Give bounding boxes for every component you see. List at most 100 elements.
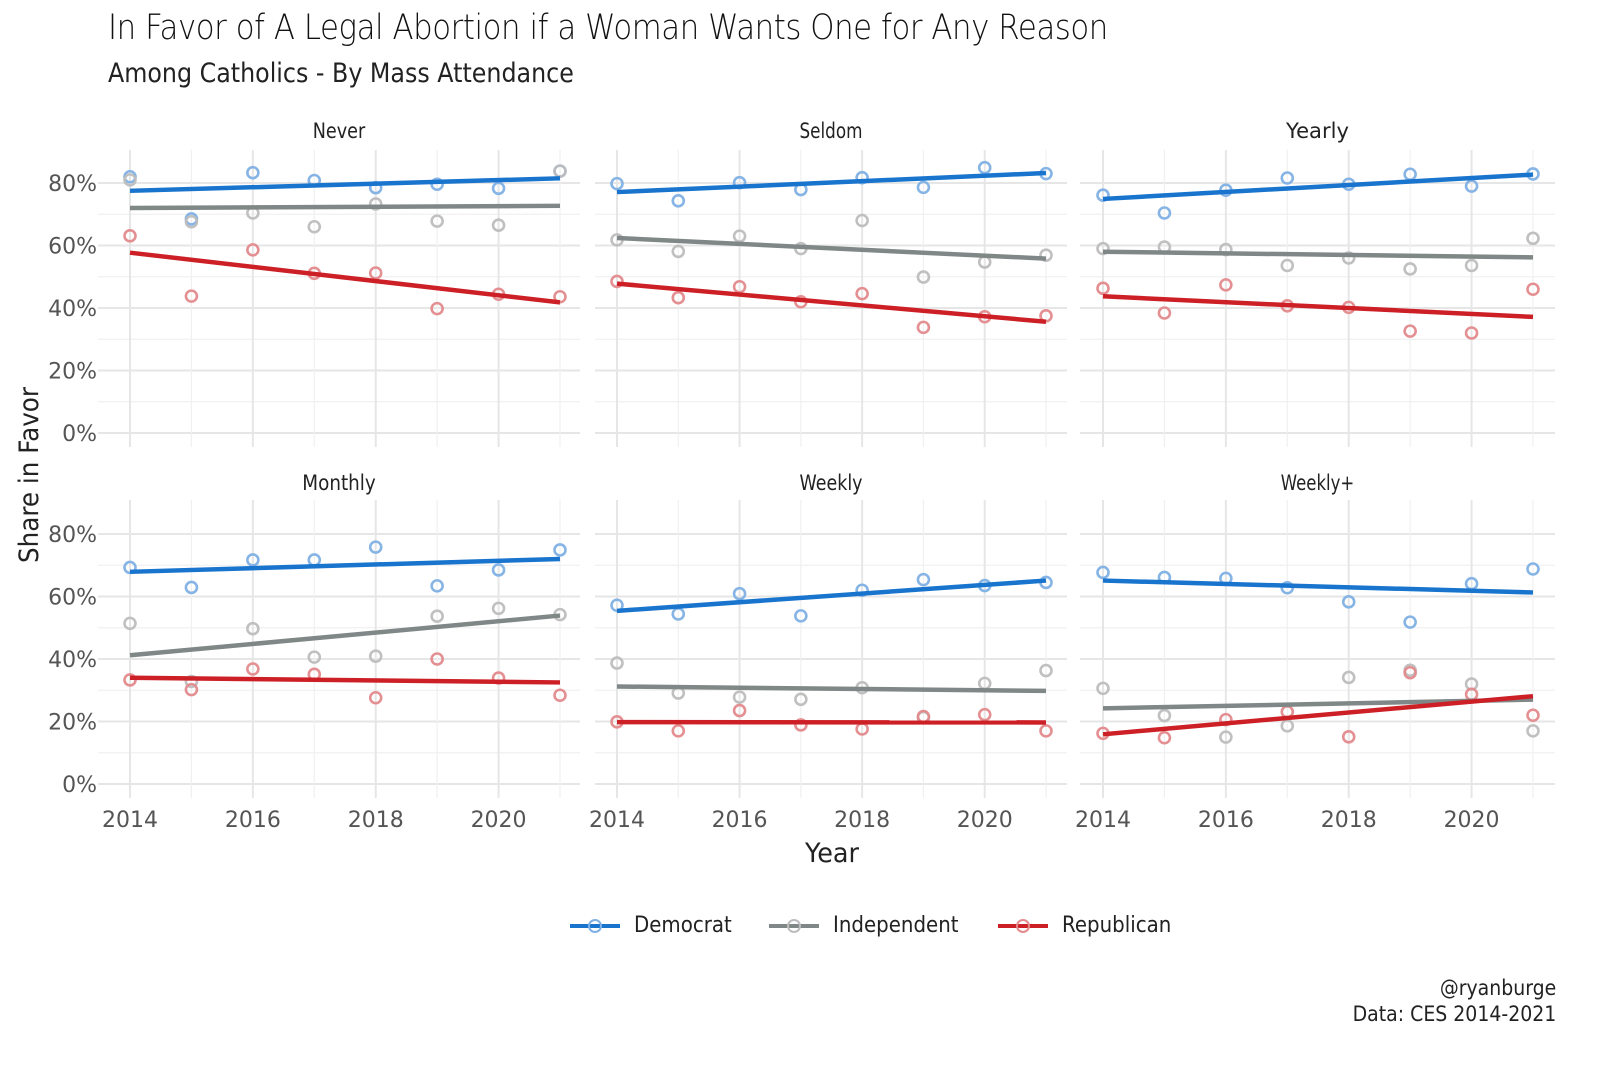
data-point-republican bbox=[1219, 278, 1233, 292]
data-point-independent bbox=[1219, 730, 1233, 744]
trend-line-republican bbox=[616, 281, 1047, 324]
x-tick-label: 2014 bbox=[1075, 808, 1131, 833]
trend-line-republican bbox=[129, 250, 561, 305]
y-tick-label: 40% bbox=[48, 648, 97, 673]
data-point-democrat bbox=[1341, 595, 1356, 609]
chart-title: In Favor of A Legal Abortion if a Woman … bbox=[108, 8, 1108, 48]
data-point-democrat bbox=[491, 563, 506, 577]
data-point-independent bbox=[491, 218, 506, 232]
data-point-republican bbox=[1526, 708, 1540, 723]
data-point-republican bbox=[553, 688, 567, 703]
x-axis-title: Year bbox=[804, 838, 860, 869]
trend-line-independent bbox=[129, 203, 561, 211]
data-point-independent bbox=[307, 650, 322, 664]
data-point-independent bbox=[123, 173, 137, 187]
data-point-republican bbox=[123, 229, 137, 243]
data-point-republican bbox=[1039, 724, 1053, 738]
data-point-republican bbox=[732, 279, 747, 294]
data-point-independent bbox=[491, 601, 506, 616]
data-point-republican bbox=[1341, 730, 1356, 744]
data-point-independent bbox=[732, 229, 747, 243]
data-point-republican bbox=[246, 243, 260, 257]
legend-item-independent: Independent bbox=[767, 913, 972, 938]
data-point-independent bbox=[1096, 681, 1110, 696]
x-tick-label: 2020 bbox=[471, 808, 527, 833]
trend-line-republican bbox=[1102, 693, 1534, 737]
data-point-republican bbox=[1526, 282, 1540, 297]
data-point-independent bbox=[1157, 708, 1172, 723]
y-tick-label: 60% bbox=[48, 235, 97, 260]
data-point-republican bbox=[1157, 306, 1172, 320]
data-point-democrat bbox=[732, 586, 747, 601]
data-point-democrat bbox=[916, 572, 931, 587]
facet-label: Weekly bbox=[800, 471, 863, 495]
data-point-republican bbox=[1096, 281, 1110, 296]
data-point-republican bbox=[610, 274, 624, 289]
data-point-republican bbox=[184, 682, 199, 697]
legend-key-independent bbox=[767, 916, 821, 936]
y-tick-label: 20% bbox=[48, 711, 97, 736]
data-point-independent bbox=[1039, 248, 1053, 262]
data-point-independent bbox=[855, 213, 869, 228]
data-point-independent bbox=[1341, 251, 1356, 265]
trend-line-republican bbox=[1102, 294, 1534, 320]
data-point-democrat bbox=[553, 543, 567, 557]
data-point-democrat bbox=[1526, 562, 1540, 576]
trend-line-independent bbox=[616, 684, 1047, 694]
data-point-independent bbox=[1526, 231, 1540, 246]
y-tick-label: 80% bbox=[48, 523, 97, 548]
legend-item-republican: Republican bbox=[996, 913, 1183, 938]
y-tick-label: 40% bbox=[48, 297, 97, 322]
legend-key-democrat bbox=[568, 916, 622, 936]
data-point-independent bbox=[430, 214, 444, 228]
data-point-republican bbox=[1403, 324, 1417, 338]
trend-line-democrat bbox=[1102, 578, 1534, 595]
x-tick-label: 2018 bbox=[348, 808, 404, 833]
trend-line-democrat bbox=[616, 578, 1047, 614]
data-point-republican bbox=[430, 652, 444, 666]
data-point-democrat bbox=[1096, 188, 1110, 202]
trend-line-independent bbox=[616, 235, 1047, 261]
data-point-independent bbox=[1464, 258, 1479, 273]
chart-subtitle: Among Catholics - By Mass Attendance bbox=[108, 58, 574, 89]
data-point-republican bbox=[184, 289, 199, 303]
data-point-republican bbox=[916, 320, 931, 335]
data-point-democrat bbox=[1403, 615, 1417, 629]
data-point-democrat bbox=[123, 560, 137, 575]
data-point-independent bbox=[307, 219, 322, 234]
data-point-republican bbox=[977, 707, 992, 722]
data-point-democrat bbox=[794, 609, 808, 623]
facet-label: Never bbox=[313, 119, 366, 143]
y-tick-label: 80% bbox=[48, 172, 97, 197]
legend-label: Republican bbox=[1062, 913, 1172, 938]
x-tick-label: 2016 bbox=[712, 808, 768, 833]
data-point-independent bbox=[794, 692, 808, 707]
x-tick-label: 2020 bbox=[957, 808, 1013, 833]
data-point-independent bbox=[1341, 670, 1356, 685]
data-point-democrat bbox=[246, 165, 260, 180]
legend-label: Independent bbox=[832, 913, 959, 938]
y-tick-label: 0% bbox=[62, 773, 97, 798]
data-point-republican bbox=[368, 690, 383, 705]
data-point-democrat bbox=[246, 553, 260, 567]
data-point-democrat bbox=[977, 160, 992, 175]
caption: @ryanburge Data: CES 2014-2021 bbox=[1330, 975, 1556, 1027]
x-tick-label: 2016 bbox=[225, 808, 281, 833]
data-point-independent bbox=[246, 621, 260, 636]
caption-source: Data: CES 2014-2021 bbox=[1352, 1002, 1556, 1026]
trend-line-independent bbox=[129, 613, 561, 658]
data-point-republican bbox=[1157, 730, 1172, 745]
data-point-republican bbox=[794, 718, 808, 732]
facet-label: Weekly+ bbox=[1281, 471, 1355, 495]
data-point-democrat bbox=[610, 176, 624, 191]
data-point-republican bbox=[732, 703, 747, 718]
data-point-democrat bbox=[1464, 179, 1479, 193]
data-point-republican bbox=[430, 301, 444, 316]
y-tick-label: 0% bbox=[62, 422, 97, 447]
data-point-democrat bbox=[1280, 171, 1295, 185]
data-point-democrat bbox=[916, 180, 931, 195]
data-point-democrat bbox=[368, 540, 383, 554]
data-point-republican bbox=[855, 286, 869, 301]
x-tick-label: 2014 bbox=[589, 808, 645, 833]
